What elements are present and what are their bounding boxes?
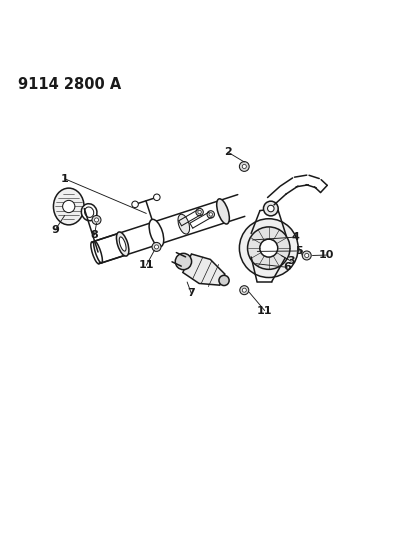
Circle shape [240, 286, 249, 295]
Circle shape [268, 205, 274, 212]
Ellipse shape [85, 207, 94, 217]
Circle shape [209, 213, 212, 216]
Circle shape [155, 245, 159, 249]
Text: 9114 2800 A: 9114 2800 A [18, 77, 121, 92]
Circle shape [62, 200, 75, 213]
Text: 2: 2 [224, 147, 232, 157]
Text: 3: 3 [287, 256, 295, 266]
Ellipse shape [81, 204, 97, 221]
Circle shape [95, 218, 99, 222]
Ellipse shape [119, 237, 126, 251]
Text: 1: 1 [61, 174, 69, 184]
Circle shape [239, 219, 298, 278]
Circle shape [247, 227, 290, 269]
Text: 6: 6 [283, 262, 291, 272]
Ellipse shape [91, 242, 100, 264]
Ellipse shape [116, 232, 129, 256]
Circle shape [305, 253, 309, 257]
Text: 7: 7 [187, 288, 195, 298]
Circle shape [302, 251, 311, 260]
Circle shape [219, 276, 229, 286]
Text: 11: 11 [139, 260, 154, 270]
Text: 4: 4 [291, 232, 299, 242]
Ellipse shape [94, 241, 102, 263]
Text: 11: 11 [257, 305, 272, 316]
Text: 8: 8 [90, 230, 98, 240]
Ellipse shape [217, 199, 229, 224]
Circle shape [152, 243, 161, 252]
Ellipse shape [178, 214, 189, 234]
Circle shape [242, 165, 246, 168]
Circle shape [263, 201, 278, 216]
Circle shape [132, 201, 139, 208]
Circle shape [92, 215, 101, 224]
Circle shape [175, 253, 192, 270]
Text: 9: 9 [51, 225, 59, 235]
Ellipse shape [53, 188, 84, 225]
Circle shape [198, 211, 201, 214]
Circle shape [196, 208, 203, 216]
Ellipse shape [149, 220, 164, 247]
Circle shape [260, 239, 278, 257]
Circle shape [242, 288, 246, 292]
Circle shape [154, 194, 160, 200]
Circle shape [239, 161, 249, 172]
Circle shape [207, 211, 215, 218]
Text: 5: 5 [296, 246, 303, 256]
Text: 10: 10 [319, 250, 334, 260]
Polygon shape [183, 254, 225, 285]
